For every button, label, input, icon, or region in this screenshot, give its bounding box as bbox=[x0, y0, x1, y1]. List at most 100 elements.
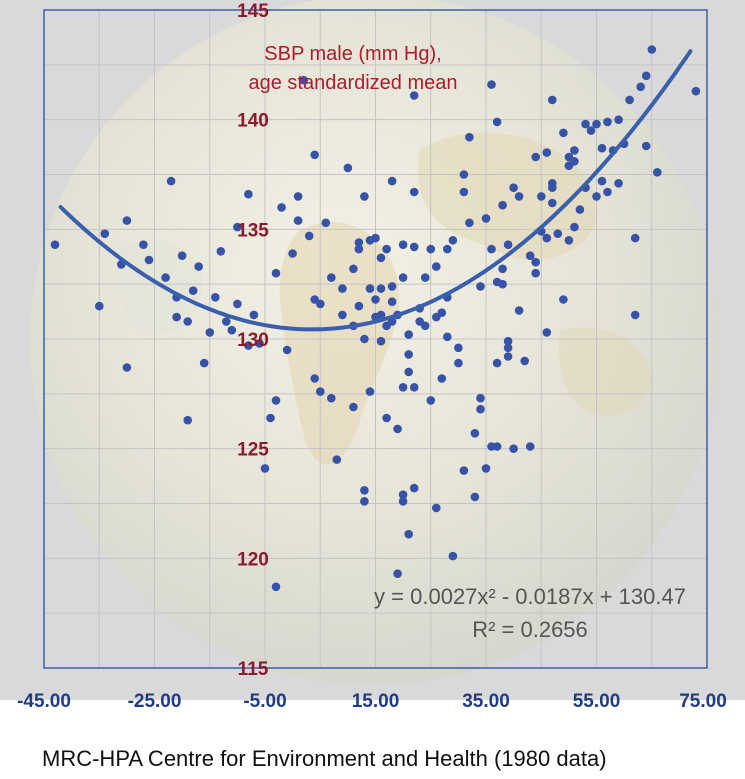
data-point bbox=[570, 157, 579, 166]
y-tick-label: 120 bbox=[237, 549, 269, 570]
data-point bbox=[188, 286, 198, 296]
data-point bbox=[531, 257, 540, 267]
data-point bbox=[481, 464, 491, 473]
data-point bbox=[487, 244, 496, 254]
data-point bbox=[260, 464, 270, 473]
data-point bbox=[349, 402, 358, 412]
data-point bbox=[409, 91, 419, 100]
data-point bbox=[514, 192, 524, 201]
data-point bbox=[503, 352, 513, 361]
data-point bbox=[476, 282, 485, 291]
data-point bbox=[161, 273, 170, 282]
data-point bbox=[244, 341, 253, 350]
data-point bbox=[492, 358, 502, 368]
data-point bbox=[371, 295, 380, 304]
data-point bbox=[382, 244, 391, 254]
data-point bbox=[586, 126, 596, 135]
data-point bbox=[172, 312, 181, 322]
data-point bbox=[338, 284, 347, 293]
data-point bbox=[144, 255, 154, 265]
data-point bbox=[476, 404, 485, 414]
data-point bbox=[183, 317, 192, 326]
data-point bbox=[559, 128, 568, 138]
data-point bbox=[387, 297, 397, 307]
data-point bbox=[393, 569, 402, 578]
data-point bbox=[570, 222, 579, 232]
data-point bbox=[531, 268, 540, 278]
data-point bbox=[432, 503, 441, 513]
data-point bbox=[404, 529, 414, 539]
x-tick-label: -25.00 bbox=[128, 691, 182, 712]
data-point bbox=[349, 264, 358, 274]
data-point bbox=[531, 152, 540, 162]
data-point bbox=[233, 222, 242, 232]
data-point bbox=[525, 442, 535, 451]
y-tick-label: 145 bbox=[237, 1, 269, 22]
data-point bbox=[199, 358, 209, 368]
chart-title: SBP male (mm Hg), age standardized mean bbox=[248, 43, 457, 94]
chart-title-line: age standardized mean bbox=[248, 72, 457, 94]
data-point bbox=[95, 301, 104, 311]
data-point bbox=[498, 264, 507, 274]
data-point bbox=[371, 233, 380, 243]
plot-frame bbox=[43, 9, 708, 669]
data-point bbox=[636, 82, 645, 92]
y-axis-ticks: 115 120 125 130 135 140 145 bbox=[237, 1, 269, 680]
data-point bbox=[393, 424, 402, 434]
data-point bbox=[249, 310, 259, 320]
data-point bbox=[327, 273, 336, 282]
data-point bbox=[592, 192, 601, 201]
data-point bbox=[266, 413, 275, 423]
data-point bbox=[459, 466, 469, 475]
data-point bbox=[282, 345, 292, 355]
data-point bbox=[487, 80, 496, 89]
data-point bbox=[177, 251, 187, 260]
data-point bbox=[316, 387, 325, 396]
data-point bbox=[537, 192, 546, 201]
data-point bbox=[498, 279, 507, 289]
y-tick-label: 135 bbox=[237, 220, 269, 241]
trendline-r-squared: R² = 0.2656 bbox=[472, 617, 588, 642]
source-caption: MRC-HPA Centre for Environment and Healt… bbox=[42, 746, 607, 771]
data-point bbox=[509, 183, 518, 192]
data-point bbox=[222, 317, 231, 326]
data-point bbox=[194, 262, 203, 271]
data-point bbox=[332, 455, 342, 464]
data-point bbox=[398, 497, 408, 506]
data-point bbox=[564, 236, 574, 245]
data-point bbox=[409, 242, 419, 252]
data-point bbox=[50, 240, 60, 249]
data-point bbox=[409, 187, 419, 197]
data-point bbox=[420, 273, 430, 282]
data-point bbox=[575, 205, 585, 214]
data-point bbox=[205, 328, 215, 337]
data-point bbox=[304, 231, 314, 241]
data-point bbox=[503, 336, 513, 346]
data-point bbox=[592, 119, 601, 129]
data-point bbox=[426, 396, 436, 405]
data-point bbox=[387, 282, 397, 291]
data-point bbox=[409, 383, 419, 392]
data-point bbox=[227, 325, 237, 335]
data-point bbox=[498, 200, 507, 210]
data-point bbox=[426, 244, 436, 254]
data-point bbox=[139, 240, 148, 249]
data-point bbox=[122, 216, 132, 225]
data-point bbox=[525, 251, 535, 260]
data-point bbox=[647, 45, 657, 54]
data-point bbox=[603, 187, 612, 197]
data-point bbox=[376, 253, 386, 263]
data-point bbox=[570, 146, 579, 155]
data-point bbox=[233, 299, 242, 309]
data-point bbox=[597, 143, 607, 153]
data-point bbox=[553, 229, 563, 238]
x-tick-label: -5.00 bbox=[243, 691, 286, 712]
data-point bbox=[310, 150, 320, 160]
data-point bbox=[542, 328, 552, 337]
data-point bbox=[625, 95, 634, 105]
data-point bbox=[454, 358, 463, 368]
data-point bbox=[354, 238, 364, 247]
data-point bbox=[459, 170, 469, 179]
x-tick-label: 55.00 bbox=[573, 691, 621, 712]
